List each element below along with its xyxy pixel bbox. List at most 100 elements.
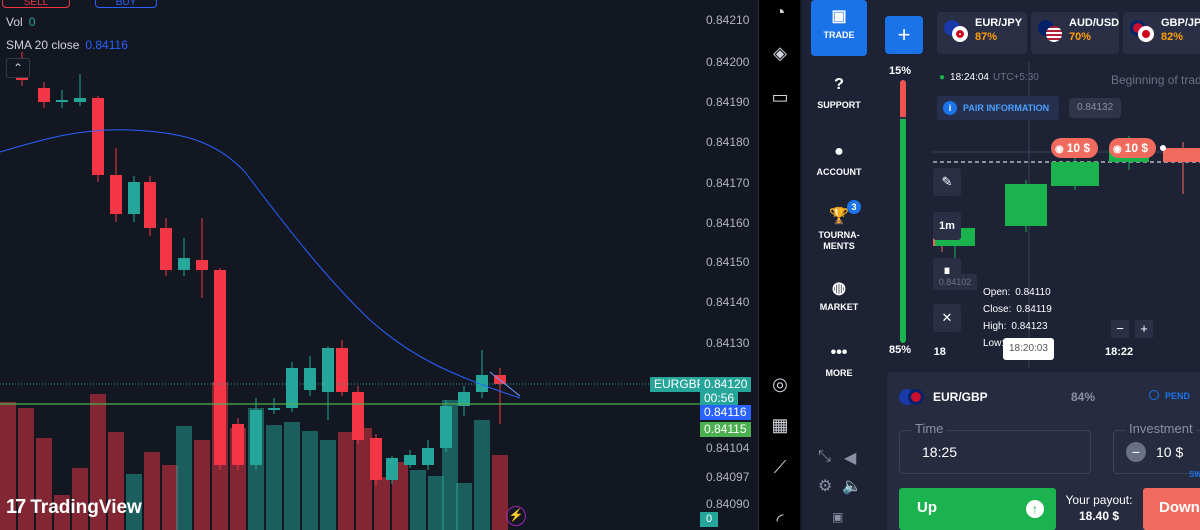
nav-account[interactable]: ● ACCOUNT bbox=[811, 137, 867, 193]
settings-icon[interactable]: ⚙ bbox=[818, 478, 833, 495]
social-icon[interactable]: ▣ bbox=[832, 510, 844, 524]
buy-button[interactable]: BUY bbox=[95, 0, 157, 8]
nav-trade-label: TRADE bbox=[823, 30, 855, 40]
candle-body bbox=[422, 448, 434, 465]
volume-bar bbox=[54, 495, 70, 530]
pair-name: EUR/GBP bbox=[933, 390, 988, 404]
deal-icon: ◉ bbox=[1113, 144, 1122, 155]
gauge-icon[interactable]: ◎ bbox=[772, 374, 788, 394]
trading-platform: + EUR/JPY 87% AUD/USD 70% GBP/JPY 82% bbox=[875, 0, 1200, 530]
back-arrow-icon[interactable]: ◀ bbox=[844, 450, 857, 467]
sentiment-bar bbox=[900, 80, 906, 343]
wifi-icon[interactable]: ◜ bbox=[776, 510, 784, 530]
price-axis-label: 0.84190 bbox=[706, 95, 750, 109]
nav-more-label: MORE bbox=[825, 368, 853, 378]
volume-indicator-legend[interactable]: Vol 0 bbox=[6, 15, 35, 29]
candle-body bbox=[250, 410, 262, 465]
tradingview-mark-icon: 17 bbox=[6, 496, 26, 518]
sound-icon[interactable]: 🔈 bbox=[842, 478, 862, 495]
mini-chart[interactable]: ● 18:24:04 UTC+5:30 Beginning of trade i P… bbox=[933, 62, 1200, 367]
minus-icon[interactable]: − bbox=[1126, 442, 1146, 462]
price-axis-label: 0.84210 bbox=[706, 13, 750, 27]
clock-icon bbox=[1149, 390, 1159, 400]
dots-icon: ••• bbox=[830, 344, 848, 361]
tradingview-chart[interactable]: 0.84210 0.84200 0.84190 0.84180 0.84170 0.841… bbox=[0, 0, 758, 530]
info-icon: i bbox=[943, 101, 957, 115]
nav-market[interactable]: ◍ MARKET bbox=[811, 272, 867, 328]
tournaments-badge: 3 bbox=[847, 200, 861, 214]
last-price-tag: 0.84120 bbox=[700, 377, 752, 392]
coins-icon: ◍ bbox=[832, 280, 846, 297]
sma-line bbox=[0, 129, 521, 399]
payout-label: Your payout: bbox=[1065, 493, 1133, 507]
lightning-icon[interactable]: ⚡ bbox=[506, 506, 526, 526]
current-price-chip: 0.84132 bbox=[1069, 98, 1122, 118]
volume-bar bbox=[18, 408, 34, 530]
pencil-icon[interactable]: ✎ bbox=[933, 168, 961, 196]
sentiment-up-pct: 85% bbox=[889, 344, 912, 356]
calendar-icon[interactable]: ▦ bbox=[771, 415, 789, 435]
zoom-out-button[interactable]: − bbox=[1111, 320, 1129, 338]
cursor-line bbox=[489, 371, 521, 397]
asset-payout: 70% bbox=[1069, 31, 1092, 43]
candle-body bbox=[144, 182, 156, 228]
sma-price-tag: 0.84116 bbox=[700, 405, 751, 420]
pair-payout: 84% bbox=[1071, 390, 1096, 404]
volume-price-tag: 0 bbox=[700, 512, 718, 527]
deal-chip[interactable]: ◉ 10 $ bbox=[1051, 138, 1099, 158]
time-field[interactable]: Time 18:25 bbox=[899, 421, 1091, 474]
indicator-icon[interactable]: ✕ bbox=[933, 304, 961, 332]
trade-panel: EUR/GBP 84% PEND Time 18:25 Investment −… bbox=[887, 372, 1200, 530]
candle-body bbox=[128, 182, 140, 214]
gbp-jpy-flags-icon bbox=[1130, 20, 1156, 42]
high-value: 0.84123 bbox=[1011, 321, 1048, 332]
add-asset-button[interactable]: + bbox=[885, 16, 923, 54]
timeframe-button[interactable]: 1m bbox=[933, 212, 961, 240]
price-axis-label: 0.84200 bbox=[706, 55, 750, 69]
fullscreen-icon[interactable]: ⤡ bbox=[818, 448, 831, 465]
layers-icon[interactable]: ◈ bbox=[773, 43, 787, 63]
pending-trade-button[interactable]: PEND bbox=[1149, 390, 1190, 401]
investment-field[interactable]: Investment − 10 $ bbox=[1113, 421, 1200, 474]
deal-amount: 10 $ bbox=[1124, 141, 1149, 155]
mini-candle-body bbox=[1051, 162, 1099, 186]
selected-pair[interactable]: EUR/GBP bbox=[899, 388, 988, 406]
sentiment-down-pct: 15% bbox=[889, 65, 912, 77]
volume-bar bbox=[90, 394, 106, 530]
nav-more[interactable]: ••• MORE bbox=[811, 338, 867, 394]
pair-information-button[interactable]: i PAIR INFORMATION bbox=[937, 96, 1060, 120]
price-axis-label: 0.84170 bbox=[706, 176, 750, 190]
candlestick-chart[interactable]: 0.84210 0.84200 0.84190 0.84180 0.84170 0.841… bbox=[0, 0, 758, 530]
candle-body bbox=[74, 98, 86, 102]
candle-body bbox=[386, 458, 398, 480]
zoom-in-button[interactable]: + bbox=[1135, 320, 1153, 338]
nav-support[interactable]: ? SUPPORT bbox=[811, 70, 867, 126]
alarm-clock-icon[interactable]: ◔ bbox=[774, 2, 786, 22]
asset-tab-eurjpy[interactable]: EUR/JPY 87% bbox=[937, 12, 1027, 54]
close-value: 0.84119 bbox=[1016, 304, 1052, 315]
up-button[interactable]: Up ↑ bbox=[899, 488, 1056, 530]
sell-button[interactable]: SELL bbox=[2, 0, 70, 8]
pair-information-label: PAIR INFORMATION bbox=[963, 103, 1050, 113]
chevron-up-icon[interactable]: ⌃ bbox=[6, 58, 30, 78]
candle-body bbox=[336, 348, 348, 392]
asset-tab-gbpjpy[interactable]: GBP/JPY 82% bbox=[1123, 12, 1200, 54]
price-axis-label: 0.84160 bbox=[706, 216, 750, 230]
time-value: 18:25 bbox=[922, 444, 958, 460]
down-button[interactable]: Down bbox=[1143, 488, 1200, 530]
switch-label[interactable]: SW bbox=[1189, 470, 1200, 479]
low-price-label: 0.84102 bbox=[933, 274, 977, 290]
platform-nav: ▣ TRADE ? SUPPORT ● ACCOUNT 🏆 3 TOURNA- … bbox=[802, 0, 875, 530]
nav-account-label: ACCOUNT bbox=[816, 167, 862, 177]
chat-icon[interactable]: ▭ bbox=[771, 87, 789, 107]
deal-chip[interactable]: ◉ 10 $ bbox=[1109, 138, 1157, 158]
sma-indicator-legend[interactable]: SMA 20 close 0.84116 bbox=[6, 38, 128, 52]
payout-info: Your payout: 18.40 $ bbox=[1059, 492, 1139, 524]
candle-body bbox=[286, 368, 298, 408]
volume-bar bbox=[144, 452, 160, 530]
nav-tournaments[interactable]: 🏆 3 TOURNA- MENTS bbox=[811, 200, 867, 266]
chart-indicator-icon[interactable]: ⟋ bbox=[773, 457, 787, 477]
asset-tab-audusd[interactable]: AUD/USD 70% bbox=[1031, 12, 1119, 54]
tradingview-logo[interactable]: 17 TradingView bbox=[6, 496, 142, 519]
nav-trade[interactable]: ▣ TRADE bbox=[811, 0, 867, 56]
